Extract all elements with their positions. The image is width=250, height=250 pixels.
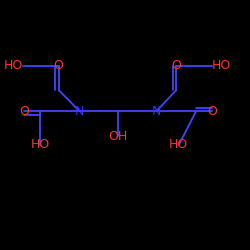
Text: HO: HO [169, 138, 188, 151]
Text: N: N [152, 105, 161, 118]
Text: O: O [20, 105, 29, 118]
Text: HO: HO [212, 59, 231, 72]
Text: O: O [207, 105, 217, 118]
Text: O: O [172, 59, 181, 72]
Text: N: N [75, 105, 84, 118]
Text: O: O [54, 59, 64, 72]
Text: HO: HO [4, 59, 23, 72]
Text: OH: OH [108, 130, 128, 143]
Text: HO: HO [31, 138, 50, 151]
